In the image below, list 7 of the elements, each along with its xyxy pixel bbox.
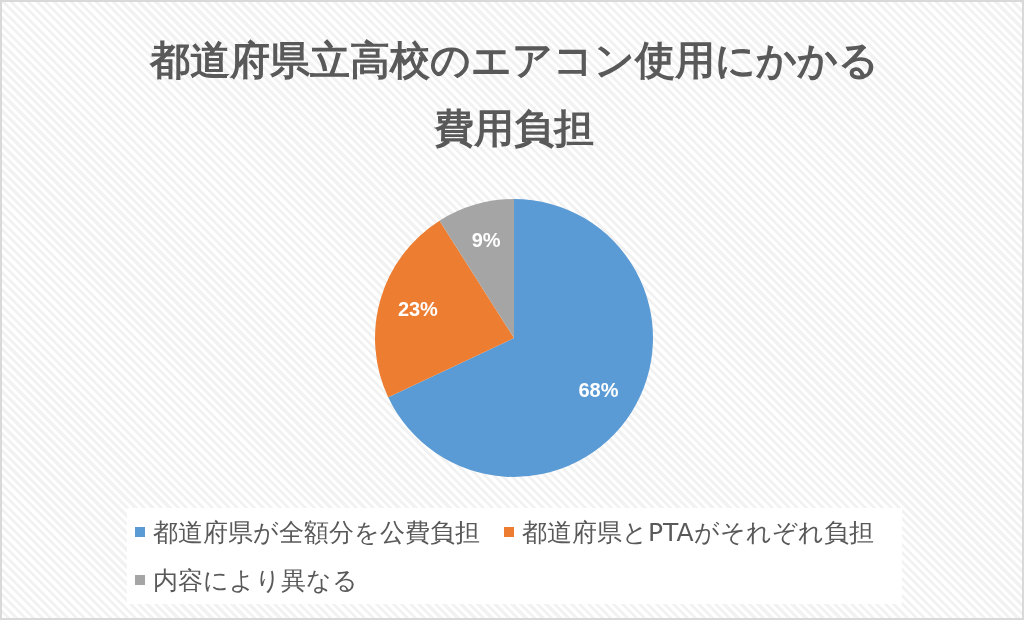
data-label: 9%	[471, 229, 501, 252]
legend-label: 内容により異なる	[153, 564, 358, 597]
chart-title: 都道府県立高校のエアコン使用にかかる費用負担	[148, 36, 880, 153]
legend-label: 都道府県とPTAがそれぞれ負担	[522, 516, 874, 549]
data-label: 23%	[397, 297, 439, 320]
data-label: 68%	[578, 379, 619, 402]
legend-label: 都道府県が全額分を公費負担	[153, 516, 480, 549]
